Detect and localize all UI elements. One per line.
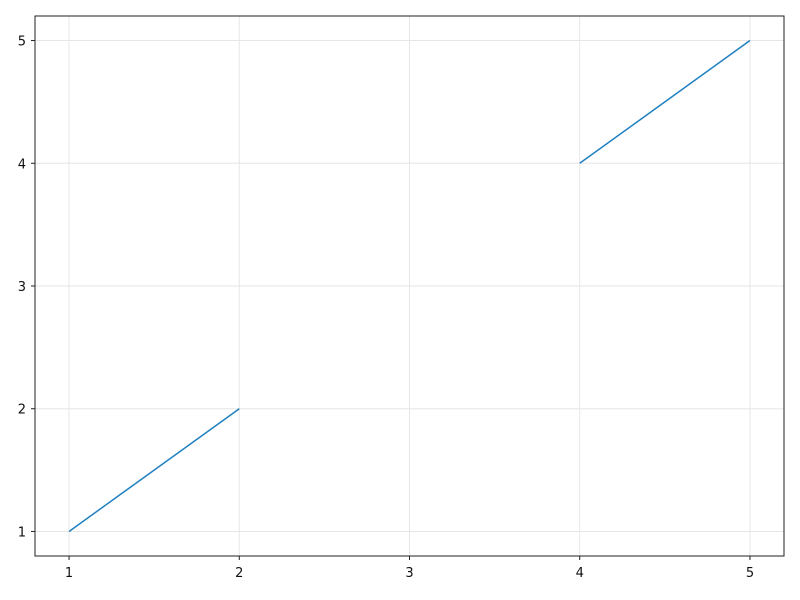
series-line-segment [68,408,240,533]
x-tick-label: 2 [235,566,243,581]
y-axis: 1 2 3 4 5 [18,35,35,540]
y-tick-label: 4 [18,157,26,172]
y-tick-label: 3 [18,280,26,295]
x-tick-label: 1 [65,566,73,581]
series-line-segment [579,39,751,164]
x-tick-label: 5 [746,566,754,581]
x-tick-label: 4 [576,566,584,581]
x-axis: 1 2 3 4 5 [65,556,754,581]
x-tick-label: 3 [405,566,413,581]
y-tick-label: 5 [18,35,26,50]
grid-lines [35,16,784,556]
series-lines [68,39,751,533]
y-tick-label: 1 [18,525,26,540]
y-tick-label: 2 [18,403,26,418]
